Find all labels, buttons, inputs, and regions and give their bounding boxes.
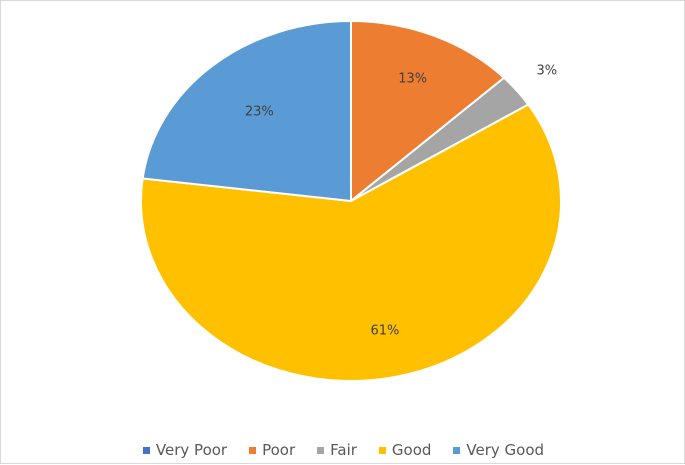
legend-swatch-very-poor: [142, 446, 150, 454]
legend-swatch-fair: [317, 446, 325, 454]
pie-slice-poor: [350, 19, 506, 204]
data-label-very-good: 23%: [245, 104, 274, 119]
data-label-good: 61%: [370, 324, 399, 339]
data-label-poor: 13%: [398, 71, 427, 86]
legend-label-poor: Poor: [262, 441, 296, 459]
legend-item-very-good: Very Good: [453, 441, 544, 459]
legend-label-fair: Fair: [330, 441, 357, 459]
pie-slice-very-good: [141, 19, 352, 203]
pie-slice-good: [140, 103, 562, 382]
legend-label-good: Good: [391, 441, 432, 459]
legend-item-poor: Poor: [249, 441, 295, 459]
legend-item-very-poor: Very Poor: [142, 441, 228, 459]
legend-item-good: Good: [378, 441, 432, 459]
legend-label-very-poor: Very Poor: [155, 441, 228, 459]
legend-item-fair: Fair: [317, 441, 357, 459]
data-label-fair: 3%: [536, 63, 557, 78]
legend-swatch-good: [378, 446, 386, 454]
chart-legend: Very Poor Poor Fair Good Very Good: [1, 441, 685, 459]
legend-swatch-poor: [249, 446, 257, 454]
pie-slices: [140, 19, 562, 382]
legend-label-very-good: Very Good: [466, 441, 545, 459]
pie-data-labels: 13% 3% 61% 23%: [245, 63, 557, 338]
legend-swatch-very-good: [453, 446, 461, 454]
